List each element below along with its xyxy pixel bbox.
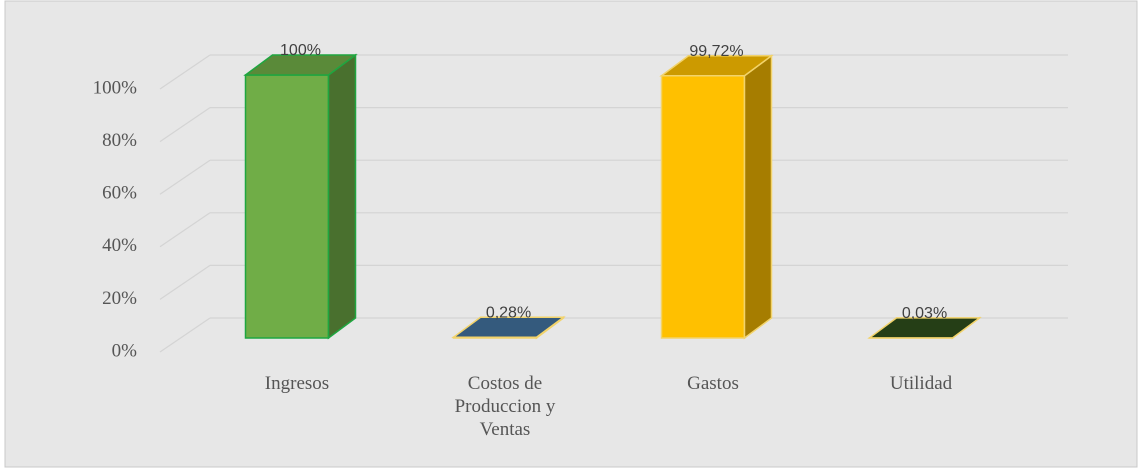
bar-front (660, 74, 746, 339)
bar-side (743, 54, 773, 340)
chart-background (4, 0, 1138, 468)
bar-top (867, 317, 982, 339)
bar-top (659, 54, 774, 77)
y-tick-label: 20% (102, 288, 137, 309)
x-tick-label: Costos de Produccion y Ventas (454, 373, 556, 440)
y-tick-label: 0% (112, 340, 138, 361)
value-label: 100% (280, 42, 321, 59)
bar-top (243, 54, 358, 76)
x-tick-label: Gastos (687, 373, 739, 394)
y-tick-label: 40% (102, 235, 137, 256)
bar-front (244, 74, 330, 339)
bar-top (451, 316, 566, 339)
grid-line (159, 107, 211, 143)
y-tick-label: 80% (102, 130, 137, 151)
x-tick-label: Ingresos (264, 373, 330, 394)
y-tick-label: 100% (93, 77, 138, 98)
grid-line (159, 317, 211, 353)
value-label: 99,72% (689, 43, 743, 60)
y-tick-label: 60% (102, 183, 137, 204)
grid-line (159, 54, 211, 90)
value-label: 0,03% (902, 305, 947, 322)
x-tick-label: Utilidad (889, 373, 953, 394)
grid-line (159, 264, 211, 300)
grid-line (159, 212, 211, 248)
grid-line (159, 159, 211, 195)
value-label: 0,28% (486, 304, 531, 321)
bar-side (327, 53, 357, 340)
